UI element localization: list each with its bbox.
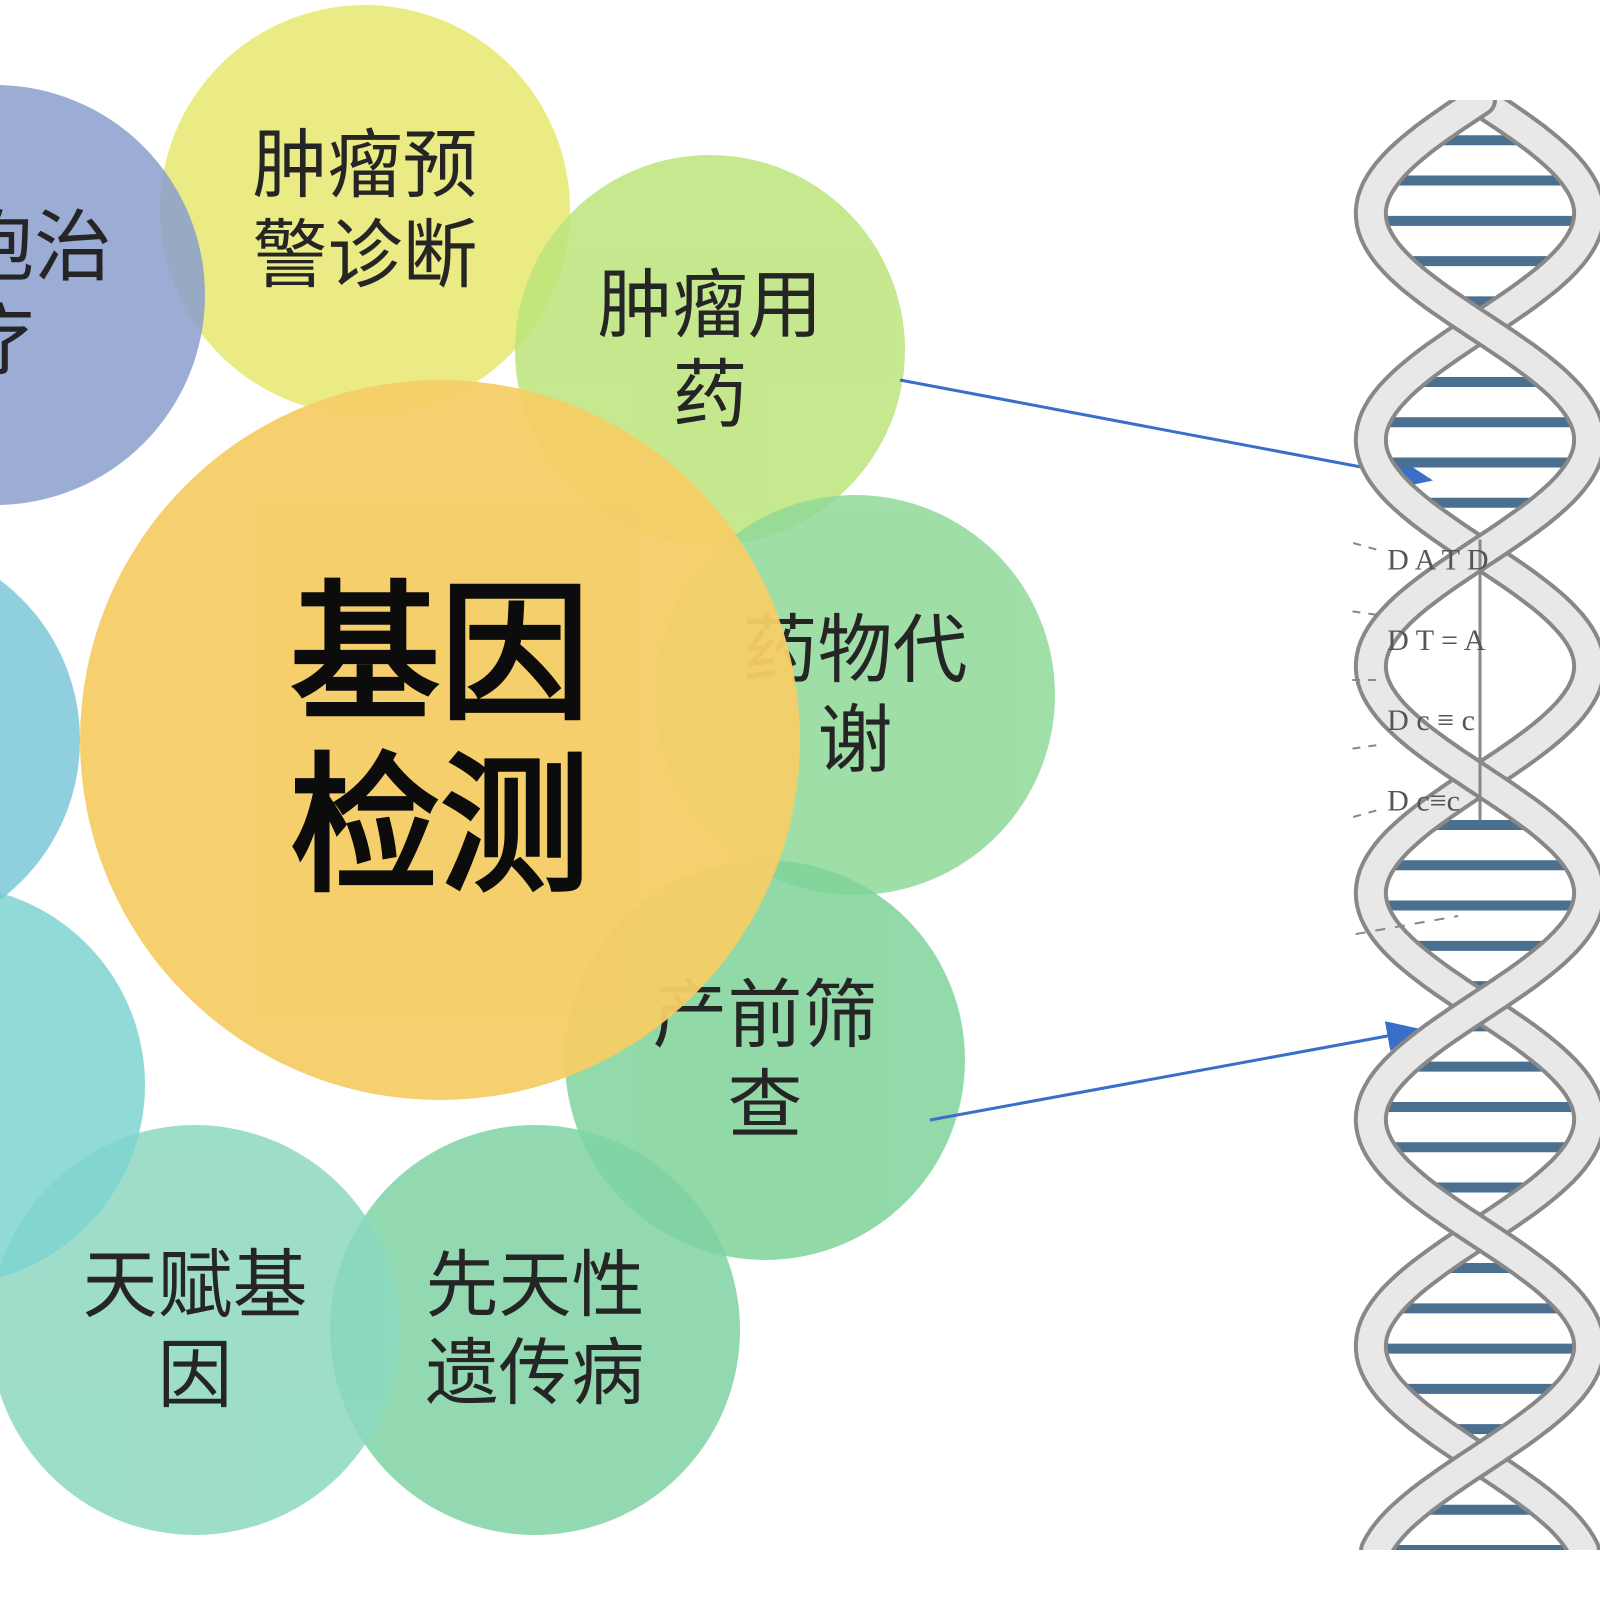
diagram-canvas: 肿瘤预 警诊断肿瘤用 药药物代 谢产前筛 查先天性 遗传病天赋基 因分生细胞治 … [0, 0, 1600, 1600]
center-label: 基因 检测 [290, 568, 590, 913]
svg-text:D c ≡ c: D c ≡ c [1387, 704, 1475, 737]
petal-label-congenital: 先天性 遗传病 [426, 1242, 645, 1417]
svg-text:D T = A: D T = A [1387, 624, 1486, 657]
petal-life: 生 [0, 540, 80, 940]
dna-svg: D A T D D T = A D c ≡ c D c≡c [1350, 100, 1600, 1550]
petal-label-tumor-warning: 肿瘤预 警诊断 [252, 120, 477, 300]
svg-text:D c≡c: D c≡c [1387, 785, 1460, 818]
svg-text:D A T D: D A T D [1387, 544, 1488, 577]
center-node: 基因 检测 [80, 380, 800, 1100]
petal-label-tumor-drug: 肿瘤用 药 [597, 260, 822, 440]
petal-label-cell-therapy: 细胞治 疗 [0, 201, 112, 388]
petal-label-talent-gene: 天赋基 因 [82, 1240, 307, 1420]
petal-tumor-warning: 肿瘤预 警诊断 [160, 5, 570, 415]
dna-helix-icon: D A T D D T = A D c ≡ c D c≡c [1350, 100, 1600, 1550]
